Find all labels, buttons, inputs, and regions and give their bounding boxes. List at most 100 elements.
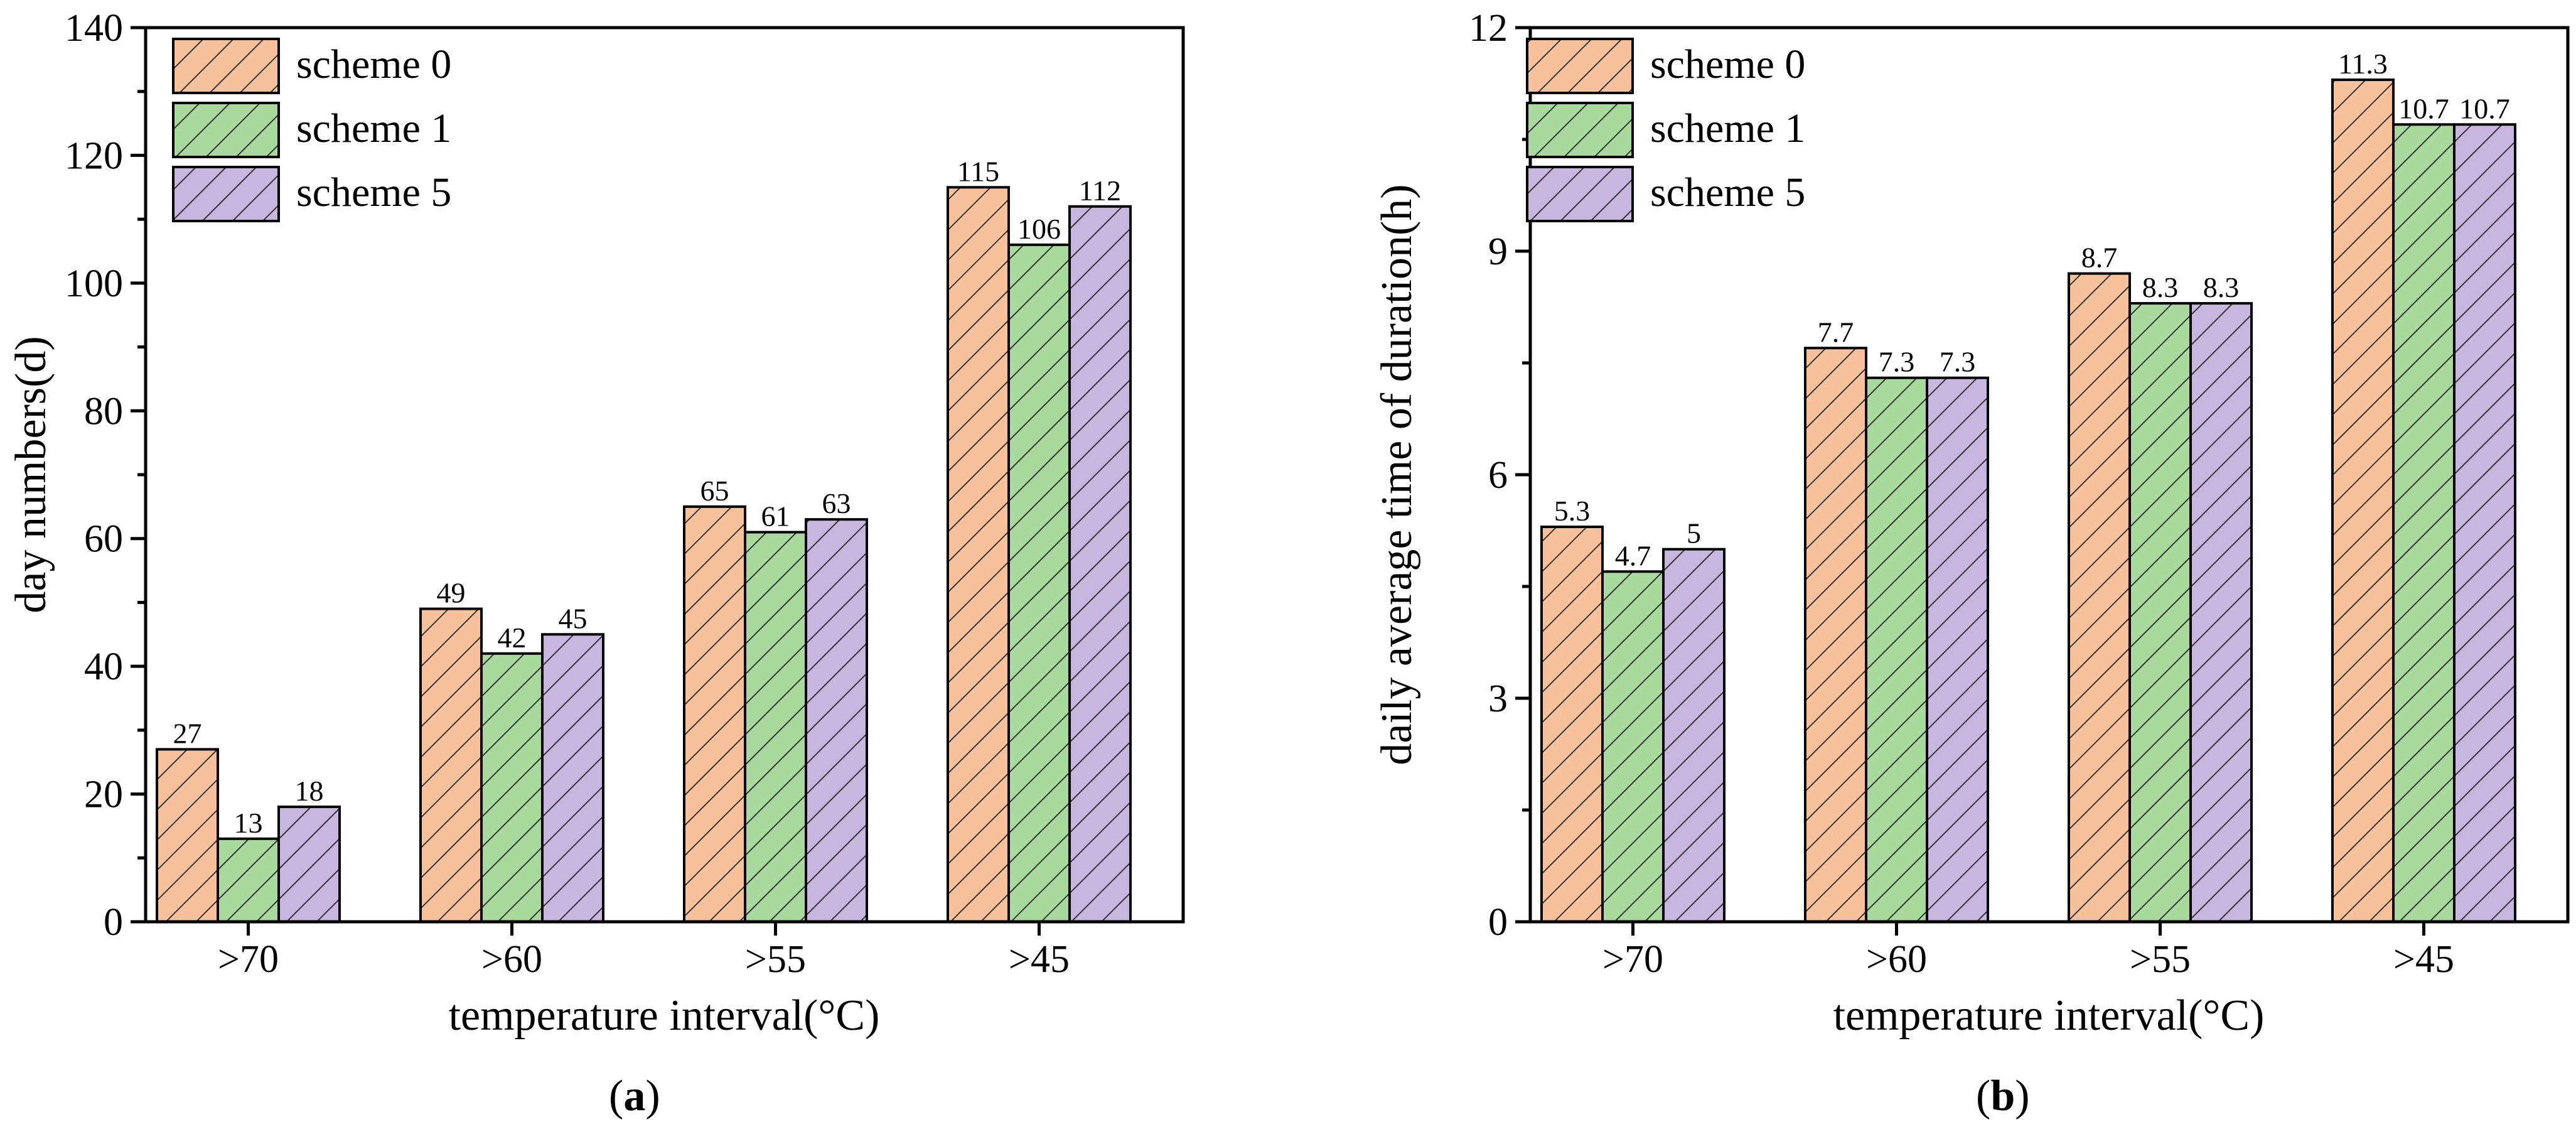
bar-scheme1-2 bbox=[480, 652, 544, 924]
data-label: 4.7 bbox=[1615, 539, 1651, 571]
data-label: 8.3 bbox=[2142, 271, 2179, 303]
caption-close: ) bbox=[2015, 1072, 2029, 1120]
caption-letter: a bbox=[623, 1072, 645, 1120]
bar-scheme1-3 bbox=[2128, 302, 2192, 924]
data-label: 13 bbox=[234, 807, 263, 839]
legend-label: scheme 1 bbox=[1650, 105, 1805, 151]
x-tick-label: >70 bbox=[1602, 938, 1663, 981]
x-tick-label: >45 bbox=[2393, 938, 2454, 981]
data-label: 65 bbox=[700, 475, 729, 507]
data-label: 7.3 bbox=[1879, 346, 1915, 378]
x-tick-label: >45 bbox=[1009, 938, 1070, 981]
bars bbox=[1540, 78, 2516, 924]
panel-caption: (b) bbox=[1976, 1072, 2030, 1120]
legend-swatch bbox=[1526, 38, 1634, 94]
bar-scheme0-1 bbox=[156, 748, 219, 924]
bars bbox=[156, 186, 1132, 924]
bar-scheme0-3 bbox=[683, 505, 746, 923]
bar-scheme0-2 bbox=[1804, 347, 1867, 923]
y-axis-title: day numbers(d) bbox=[7, 336, 55, 613]
panel-caption: (a) bbox=[609, 1072, 660, 1120]
legend: scheme 0 scheme 1 scheme 5 bbox=[1526, 38, 1805, 222]
bar-scheme1-2 bbox=[1865, 376, 1928, 923]
data-label: 63 bbox=[822, 487, 851, 519]
legend-swatch bbox=[1526, 166, 1634, 222]
bar-scheme5-2 bbox=[1926, 376, 1989, 923]
bar-scheme0-1 bbox=[1540, 526, 1604, 923]
data-label: 18 bbox=[295, 775, 324, 807]
bar-scheme0-3 bbox=[2068, 272, 2131, 924]
bar-scheme5-3 bbox=[2189, 302, 2253, 924]
y-tick-label: 9 bbox=[1488, 230, 1508, 273]
legend-label: scheme 5 bbox=[296, 170, 451, 215]
x-tick-label: >60 bbox=[1866, 938, 1927, 981]
bar-scheme0-4 bbox=[947, 186, 1010, 923]
data-label: 7.3 bbox=[1940, 346, 1976, 378]
data-label: 8.3 bbox=[2203, 271, 2240, 303]
legend-swatch bbox=[172, 38, 280, 94]
y-tick-label: 140 bbox=[65, 7, 123, 50]
data-label: 49 bbox=[437, 577, 466, 609]
data-label: 10.7 bbox=[2459, 92, 2510, 124]
bar-scheme5-2 bbox=[541, 633, 604, 923]
caption-letter: b bbox=[1990, 1072, 2015, 1120]
x-tick-label: >70 bbox=[218, 938, 279, 981]
y-tick-label: 6 bbox=[1488, 454, 1508, 497]
panel-a: 27 13 18 49 42 45 65 61 63 115 106 112 >70 >60 >55 >45 0… bbox=[7, 7, 1185, 1120]
y-tick-label: 20 bbox=[84, 774, 123, 816]
x-tick-label: >55 bbox=[745, 938, 806, 981]
data-labels: 27 13 18 49 42 45 65 61 63 115 106 112 bbox=[173, 155, 1122, 838]
data-label: 10.7 bbox=[2398, 92, 2449, 124]
legend-label: scheme 1 bbox=[296, 105, 451, 151]
data-label: 27 bbox=[173, 717, 202, 749]
x-axis-title: temperature interval(°C) bbox=[1833, 991, 2265, 1040]
data-label: 115 bbox=[957, 155, 999, 187]
bar-scheme0-4 bbox=[2331, 78, 2395, 924]
panel-b: 5.3 4.7 5 7.7 7.3 7.3 8.7 8.3 8.3 11.3 10.7 10.7 >70… bbox=[1373, 7, 2570, 1120]
data-label: 7.7 bbox=[1818, 316, 1854, 348]
legend-label: scheme 0 bbox=[1650, 41, 1805, 87]
y-tick-label: 3 bbox=[1488, 678, 1508, 720]
y-tick-label: 40 bbox=[84, 645, 123, 688]
legend-swatch bbox=[172, 102, 280, 158]
caption-open: ( bbox=[1976, 1072, 1990, 1120]
y-tick-label: 12 bbox=[1469, 7, 1508, 50]
bar-scheme1-1 bbox=[1601, 570, 1665, 923]
y-tick-label: 120 bbox=[65, 134, 123, 177]
bar-scheme5-4 bbox=[1068, 205, 1132, 923]
data-label: 45 bbox=[559, 602, 588, 634]
x-tick-label: >60 bbox=[481, 938, 542, 981]
caption-close: ) bbox=[645, 1072, 660, 1120]
bar-scheme5-4 bbox=[2453, 123, 2516, 923]
bar-scheme5-1 bbox=[1662, 548, 1725, 923]
y-axis: 0 3 6 9 12 bbox=[1469, 7, 1530, 944]
caption-open: ( bbox=[609, 1072, 623, 1120]
data-label: 112 bbox=[1079, 175, 1121, 207]
bar-scheme5-1 bbox=[277, 805, 341, 924]
y-axis-title: daily average time of duration(h) bbox=[1373, 184, 1421, 765]
legend: scheme 0 scheme 1 scheme 5 bbox=[172, 38, 451, 222]
data-label: 5 bbox=[1687, 517, 1701, 549]
data-label: 8.7 bbox=[2081, 242, 2118, 274]
x-tick-label: >55 bbox=[2130, 938, 2191, 981]
legend-label: scheme 0 bbox=[296, 41, 451, 87]
bar-scheme5-3 bbox=[805, 518, 868, 923]
y-tick-label: 100 bbox=[65, 262, 123, 305]
y-tick-label: 80 bbox=[84, 390, 123, 433]
y-tick-label: 0 bbox=[1488, 901, 1508, 944]
data-labels: 5.3 4.7 5 7.7 7.3 7.3 8.7 8.3 8.3 11.3 10.7 10.7 bbox=[1554, 48, 2510, 571]
bar-scheme1-4 bbox=[1007, 243, 1071, 923]
y-tick-label: 60 bbox=[84, 518, 123, 561]
data-label: 61 bbox=[761, 500, 790, 532]
y-axis: 0 20 40 60 80 100 120 140 bbox=[65, 7, 146, 944]
legend-label: scheme 5 bbox=[1650, 170, 1805, 215]
data-label: 11.3 bbox=[2338, 48, 2388, 80]
y-tick-label: 0 bbox=[104, 901, 123, 944]
x-axis-title: temperature interval(°C) bbox=[449, 991, 880, 1040]
bar-scheme1-3 bbox=[744, 531, 807, 923]
bar-scheme1-4 bbox=[2392, 123, 2455, 923]
legend-swatch bbox=[1526, 102, 1634, 158]
data-label: 42 bbox=[498, 622, 527, 654]
